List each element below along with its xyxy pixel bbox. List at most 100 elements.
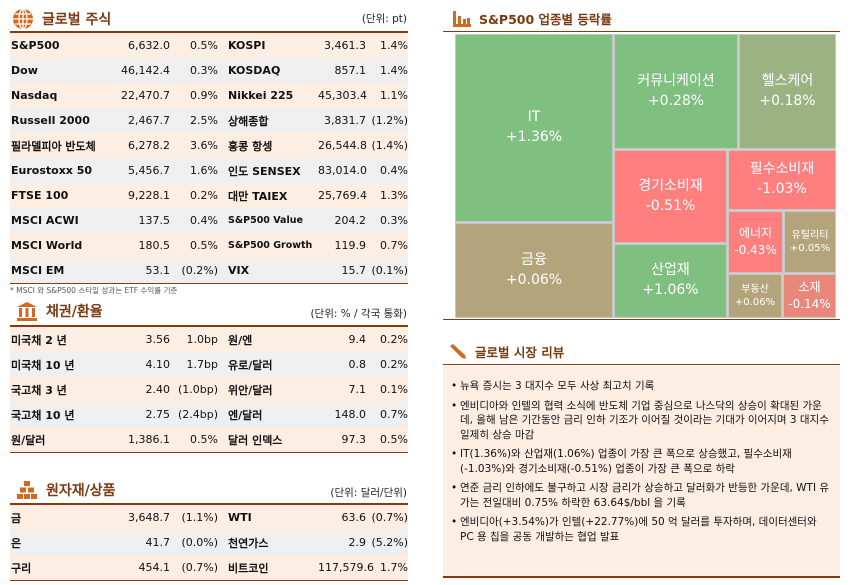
cell-change: 0.5% bbox=[190, 239, 218, 252]
cell-change-2: 0.2% bbox=[380, 358, 408, 371]
cell-name: MSCI ACWI bbox=[11, 214, 79, 227]
sector-cell-materials: 소재 -0.14% bbox=[783, 274, 836, 318]
review-item: 연준 금리 인하에도 불구하고 시장 금리가 상승하고 달러화가 반등한 가운데… bbox=[451, 481, 832, 510]
table-row: Eurostoxx 50 5,456.7 1.6% 인도 SENSEX 83,014.0… bbox=[10, 158, 408, 183]
review-item: IT(1.36%)와 산업재(1.06%) 업종이 가장 큰 폭으로 상승했고,… bbox=[451, 447, 832, 476]
sector-cell-financials: 금융 +0.06% bbox=[455, 223, 613, 318]
cell-value: 2.40 bbox=[145, 383, 171, 396]
gold-bars-icon bbox=[17, 481, 37, 499]
cell-name: 국고채 3 년 bbox=[11, 383, 67, 397]
cell-name: Eurostoxx 50 bbox=[11, 164, 93, 177]
pen-icon bbox=[450, 343, 466, 359]
sector-name: 필수소비재 bbox=[749, 161, 815, 178]
sector-name: 커뮤니케이션 bbox=[637, 72, 715, 89]
cell-change: 3.6% bbox=[190, 139, 218, 152]
cell-value-2: 45,303.4 bbox=[318, 89, 367, 102]
cell-change-2: (0.7%) bbox=[371, 511, 408, 524]
sector-cell-utilities: 유틸리티 +0.05% bbox=[784, 211, 836, 273]
cell-value: 5,456.7 bbox=[128, 164, 170, 177]
sector-cell-it: IT +1.36% bbox=[455, 34, 613, 222]
cell-change: (1.0bp) bbox=[177, 383, 218, 396]
cell-change: (0.0%) bbox=[181, 536, 218, 549]
commodities-unit: (단위: 달러/단위) bbox=[330, 487, 407, 499]
cell-change-2: 0.2% bbox=[380, 333, 408, 346]
cell-name: 금 bbox=[11, 511, 22, 525]
sectors-title: S&P500 업종별 등락률 bbox=[453, 9, 612, 28]
cell-name: 필라델피아 반도체 bbox=[11, 139, 96, 153]
table-row: 미국채 2 년 3.56 1.0bp 원/엔 9.4 0.2% bbox=[10, 327, 408, 352]
sector-change: +0.05% bbox=[789, 243, 831, 254]
cell-value: 6,632.0 bbox=[128, 39, 170, 52]
cell-name: 은 bbox=[11, 536, 22, 550]
cell-value: 3,648.7 bbox=[128, 511, 170, 524]
cell-change: 1.6% bbox=[190, 164, 218, 177]
cell-change: 0.4% bbox=[190, 214, 218, 227]
cell-change-2: 0.1% bbox=[380, 383, 408, 396]
sector-change: +0.06% bbox=[734, 297, 776, 308]
cell-change: 0.5% bbox=[190, 39, 218, 52]
commodities-title: 원자재/상품 bbox=[16, 480, 116, 500]
cell-change: 1.0bp bbox=[186, 333, 218, 346]
cell-name-2: Nikkei 225 bbox=[228, 89, 294, 102]
table-row: 필라델피아 반도체 6,278.2 3.6% 홍콩 항셍 26,544.8 (1.4%) bbox=[10, 133, 408, 158]
table-row: 금 3,648.7 (1.1%) WTI 63.6 (0.7%) bbox=[10, 505, 408, 530]
sector-change: +0.18% bbox=[759, 92, 816, 109]
cell-name: Nasdaq bbox=[11, 89, 58, 102]
cell-name-2: 대만 TAIEX bbox=[228, 189, 288, 203]
cell-name-2: 유로/달러 bbox=[228, 358, 273, 372]
stocks-table: S&P500 6,632.0 0.5% KOSPI 3,461.3 1.4% Dow 46,1… bbox=[10, 33, 408, 283]
cell-name: Russell 2000 bbox=[11, 114, 90, 127]
bonds-table: 미국채 2 년 3.56 1.0bp 원/엔 9.4 0.2% 미국채 10 년 4.10 1.… bbox=[10, 327, 408, 452]
table-row: FTSE 100 9,228.1 0.2% 대만 TAIEX 25,769.4 1.3% bbox=[10, 183, 408, 208]
section-title: S&P500 업종별 등락률 bbox=[479, 12, 612, 27]
review-title: 글로벌 시장 리뷰 bbox=[449, 342, 564, 361]
bonds-title: 채권/환율 bbox=[16, 301, 103, 321]
cell-value: 4.10 bbox=[145, 358, 171, 371]
cell-name-2: 천연가스 bbox=[228, 536, 269, 550]
cell-value-2: 97.3 bbox=[341, 433, 367, 446]
sector-change: +0.28% bbox=[647, 92, 705, 109]
bar-chart-icon bbox=[453, 10, 471, 27]
cell-change-2: 0.7% bbox=[380, 408, 408, 421]
stocks-title: 글로벌 주식 bbox=[12, 8, 111, 30]
sector-cell-consumer-staples: 필수소비재 -1.03% bbox=[728, 150, 836, 210]
cell-name: 미국채 10 년 bbox=[11, 358, 75, 372]
cell-change: 0.5% bbox=[190, 433, 218, 446]
cell-name-2: S&P500 Growth bbox=[228, 240, 313, 251]
commodities-table: 금 3,648.7 (1.1%) WTI 63.6 (0.7%) 은 41.7 (0.0%) 천연… bbox=[10, 505, 408, 580]
cell-value: 2,467.7 bbox=[128, 114, 170, 127]
sector-name: 경기소비재 bbox=[638, 177, 703, 194]
stocks-unit: (단위: pt) bbox=[361, 13, 407, 25]
cell-value-2: 15.7 bbox=[341, 264, 367, 277]
cell-name-2: KOSDAQ bbox=[228, 64, 281, 77]
cell-change-2: 0.7% bbox=[380, 239, 408, 252]
cell-name-2: WTI bbox=[228, 511, 252, 524]
cell-change: (0.7%) bbox=[181, 561, 218, 574]
table-row: 미국채 10 년 4.10 1.7bp 유로/달러 0.8 0.2% bbox=[10, 352, 408, 377]
cell-value: 22,470.7 bbox=[121, 89, 170, 102]
table-row: 원/달러 1,386.1 0.5% 달러 인덱스 97.3 0.5% bbox=[10, 427, 408, 452]
table-row: 은 41.7 (0.0%) 천연가스 2.9 (5.2%) bbox=[10, 530, 408, 555]
sector-name: 에너지 bbox=[738, 226, 773, 241]
cell-value: 137.5 bbox=[138, 214, 171, 227]
sector-name: 소재 bbox=[798, 280, 821, 295]
cell-name: MSCI EM bbox=[11, 264, 65, 277]
cell-change: 0.9% bbox=[190, 89, 218, 102]
section-title: 글로벌 주식 bbox=[42, 12, 112, 28]
cell-value: 1,386.1 bbox=[128, 433, 170, 446]
sector-name: 부동산 bbox=[741, 283, 769, 295]
cell-change-2: 0.5% bbox=[380, 433, 408, 446]
cell-value-2: 63.6 bbox=[341, 511, 367, 524]
cell-value-2: 9.4 bbox=[348, 333, 367, 346]
sector-change: +0.06% bbox=[505, 271, 563, 288]
cell-value: 2.75 bbox=[145, 408, 171, 421]
cell-value-2: 204.2 bbox=[334, 214, 367, 227]
sector-cell-industrials: 산업재 +1.06% bbox=[614, 244, 727, 318]
globe-icon bbox=[13, 8, 33, 30]
sector-name: 유틸리티 bbox=[791, 229, 829, 241]
cell-value-2: 25,769.4 bbox=[318, 189, 367, 202]
section-title: 채권/환율 bbox=[46, 304, 103, 320]
cell-change: 2.5% bbox=[190, 114, 218, 127]
cell-value: 41.7 bbox=[145, 536, 171, 549]
cell-change-2: 1.3% bbox=[380, 189, 408, 202]
